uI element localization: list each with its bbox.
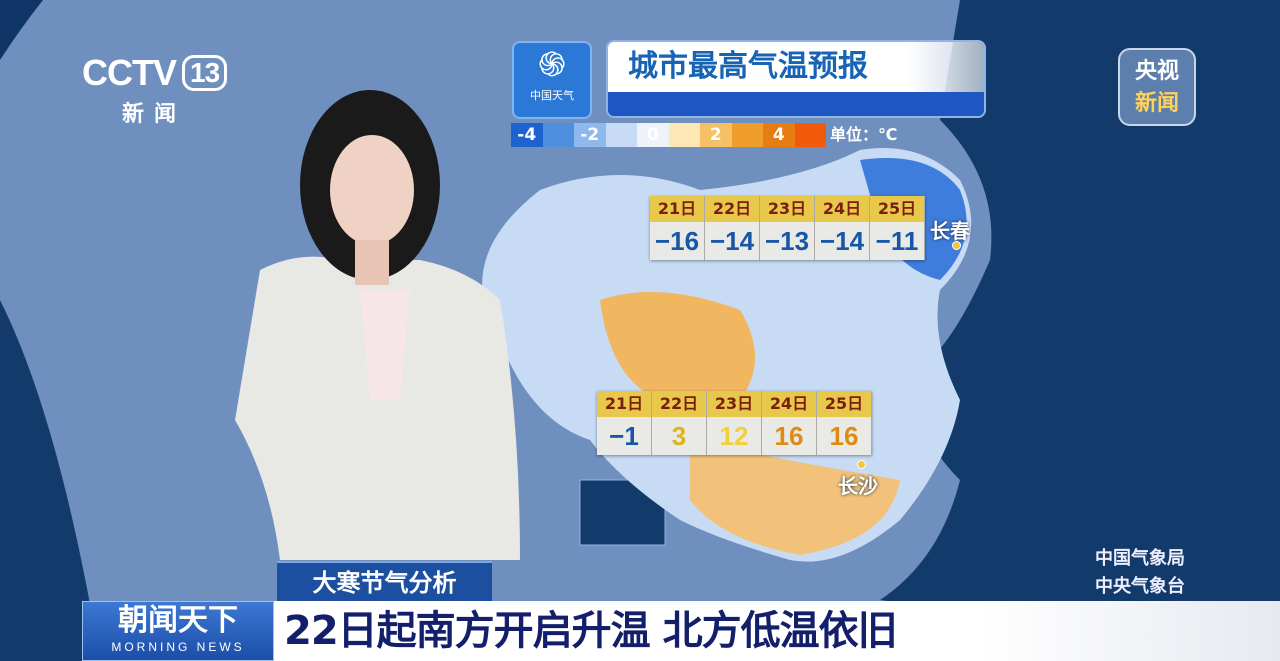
- forecast-date: 22日: [652, 391, 706, 417]
- forecast-date: 25日: [870, 196, 924, 222]
- credit-cma: 中国气象局: [1095, 548, 1185, 569]
- forecast-date: 23日: [707, 391, 761, 417]
- legend-segment: [605, 123, 637, 147]
- badge-line2: 新闻: [1134, 91, 1179, 116]
- legend-segment: -2: [574, 123, 606, 147]
- forecast-temp: −13: [760, 222, 814, 260]
- legend-unit: 单位：℃: [830, 125, 898, 144]
- badge-line1: 央视: [1134, 59, 1179, 84]
- cctv-news-badge: 央视 新闻: [1118, 48, 1196, 126]
- forecast-day: 22日 3: [652, 391, 707, 455]
- legend-segment: [794, 123, 826, 147]
- ocean-east: [880, 0, 1280, 661]
- forecast-day: 22日 −14: [705, 196, 760, 260]
- forecast-day: 21日 −1: [597, 391, 652, 455]
- legend-segment: [542, 123, 574, 147]
- presenter: [235, 90, 520, 560]
- forecast-date: 21日: [597, 391, 651, 417]
- forecast-temp: −16: [650, 222, 704, 260]
- legend-segment: 4: [763, 123, 795, 147]
- forecast-date: 22日: [705, 196, 759, 222]
- warm-region-south: [690, 440, 900, 555]
- forecast-temp: −11: [870, 222, 924, 260]
- forecast-table-changchun: 21日 −16 22日 −14 23日 −13 24日 −14 25日 −11: [650, 196, 925, 260]
- program-english: MORNING NEWS: [111, 640, 245, 654]
- forecast-day: 24日 −14: [815, 196, 870, 260]
- channel-logo-text: CCTV: [82, 52, 177, 93]
- forecast-day: 23日 −13: [760, 196, 815, 260]
- forecast-table-changsha: 21日 −1 22日 3 23日 12 24日 16 25日 16: [597, 391, 872, 455]
- forecast-temp: 12: [707, 417, 761, 455]
- credit-nmc: 中央气象台: [1095, 576, 1185, 597]
- forecast-day: 23日 12: [707, 391, 762, 455]
- ocean-west: [0, 300, 100, 661]
- credits: 中国气象局 中央气象台: [1095, 545, 1185, 601]
- legend-segment: [731, 123, 763, 147]
- china-weather-logo: ֍ 中国天气: [512, 41, 592, 119]
- segment-tag: 大寒节气分析: [277, 561, 492, 601]
- forecast-temp: 3: [652, 417, 706, 455]
- legend-segment: [668, 123, 700, 147]
- city-marker: [952, 241, 961, 250]
- forecast-temp: −1: [597, 417, 651, 455]
- weather-logo-text: 中国天气: [530, 89, 574, 102]
- city-label-changsha: 长沙: [838, 474, 878, 498]
- forecast-date: 21日: [650, 196, 704, 222]
- forecast-temp: −14: [815, 222, 869, 260]
- city-label-changchun: 长春: [930, 219, 970, 243]
- program-name: 朝闻天下: [118, 603, 238, 638]
- forecast-temp: −14: [705, 222, 759, 260]
- channel-subtitle: 新闻: [122, 102, 187, 127]
- program-logo: 朝闻天下 MORNING NEWS: [82, 601, 274, 661]
- cctv-13-logo: CCTV 13 新闻: [82, 52, 228, 128]
- forecast-temp: 16: [817, 417, 871, 455]
- forecast-date: 24日: [762, 391, 816, 417]
- forecast-day: 25日 16: [817, 391, 872, 455]
- legend-segment: 0: [637, 123, 669, 147]
- swirl-icon: ֍: [538, 45, 566, 85]
- forecast-date: 24日: [815, 196, 869, 222]
- forecast-day: 21日 −16: [650, 196, 705, 260]
- forecast-temp: 16: [762, 417, 816, 455]
- forecast-day: 25日 −11: [870, 196, 925, 260]
- warm-region-west: [600, 292, 755, 410]
- forecast-day: 24日 16: [762, 391, 817, 455]
- city-marker: [857, 460, 866, 469]
- page-title: 城市最高气温预报: [608, 42, 984, 92]
- forecast-date: 23日: [760, 196, 814, 222]
- temperature-legend: -4 -2 0 2 4: [511, 123, 826, 147]
- forecast-date: 25日: [817, 391, 871, 417]
- legend-segment: 2: [700, 123, 732, 147]
- channel-number: 13: [182, 55, 228, 91]
- title-banner: 城市最高气温预报: [606, 40, 986, 118]
- legend-segment: -4: [511, 123, 543, 147]
- headline: 22日起南方开启升温 北方低温依旧: [272, 601, 1280, 661]
